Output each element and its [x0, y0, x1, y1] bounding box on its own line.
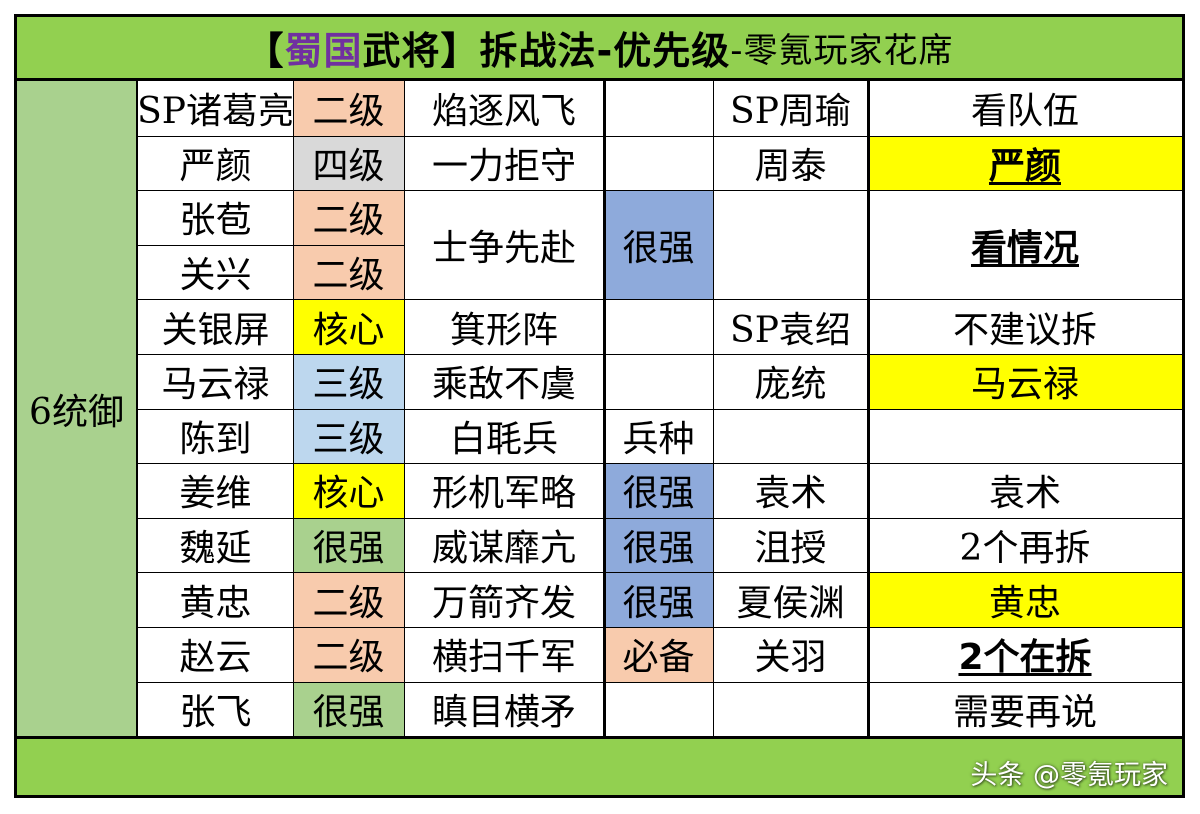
advice-cell: 不建议拆: [952, 309, 1097, 351]
eval-cell: 很强: [604, 463, 713, 518]
tactic-cell: 万箭齐发: [431, 582, 576, 624]
general-cell: 关兴: [179, 255, 252, 297]
tier-table: 【 蜀国 武将 】 拆战法-优先级 -零氪玩家花席 6统御 SP诸葛亮 二级 焰逐风…: [14, 14, 1185, 798]
rank-cell: 二级: [293, 190, 404, 245]
grid-vline: [1182, 81, 1183, 737]
general-cell: 马云禄: [161, 364, 270, 406]
rank-cell: 三级: [293, 408, 404, 464]
grid-hline: [138, 354, 1182, 355]
tactic-cell: 威谋靡亢: [431, 528, 576, 570]
grid-hline: [138, 681, 1182, 683]
title-bracket-open: 【: [245, 29, 285, 73]
rank-cell: 二级: [293, 81, 404, 136]
advice-cell: 2个在拆: [958, 637, 1092, 679]
advice-cell: 看情况: [970, 227, 1079, 269]
general-cell: 赵云: [179, 637, 252, 679]
tactic-cell: 白毦兵: [449, 418, 558, 460]
tactic-cell: 一力拒守: [431, 145, 576, 187]
advice-cell: 需要再说: [952, 691, 1097, 733]
grid-hline: [138, 517, 1182, 519]
tactic-cell: 焰逐风飞: [431, 91, 576, 133]
advice-cell: 2个再拆: [959, 528, 1091, 570]
watermark: 头条 @零氪玩家: [970, 760, 1168, 791]
eval-cell: 很强: [604, 517, 713, 573]
target-cell: 沮授: [754, 528, 827, 570]
tactic-cell: 士争先赴: [431, 227, 576, 269]
rank-cell: 二级: [293, 572, 404, 627]
advice-cell: [868, 409, 1182, 464]
tactic-cell: 箕形阵: [449, 309, 558, 351]
target-cell: 周泰: [754, 145, 827, 187]
title-shu: 蜀国: [284, 29, 363, 73]
general-cell: 黄忠: [179, 582, 252, 624]
target-cell: 关羽: [754, 637, 827, 679]
general-cell: SP诸葛亮: [138, 91, 293, 133]
target-cell: SP袁绍: [730, 309, 851, 351]
eval-cell: [604, 136, 713, 191]
general-cell: 严颜: [179, 145, 252, 187]
grid-hline: [138, 627, 1182, 628]
eval-cell: 必备: [604, 627, 713, 682]
target-cell: 夏侯渊: [736, 582, 845, 624]
grid-hline: [138, 135, 1182, 137]
rank-cell: 三级: [293, 354, 404, 409]
target-cell: [713, 190, 868, 299]
advice-cell: 马云禄: [868, 354, 1182, 409]
title-wujiang: 武将: [362, 29, 441, 73]
eval-cell: [604, 81, 713, 136]
tactic-cell: 乘敌不虞: [431, 364, 576, 406]
table-footer: 头条 @零氪玩家: [17, 736, 1182, 795]
grid-hline: [138, 244, 404, 246]
general-cell: 魏延: [179, 528, 252, 570]
target-cell: [713, 409, 868, 464]
eval-cell: [604, 354, 713, 409]
target-cell: [713, 682, 868, 737]
rank-cell: 二级: [293, 244, 404, 300]
advice-cell: 袁术: [988, 473, 1061, 515]
grid-hline: [138, 463, 1182, 465]
grid-hline: [138, 190, 1182, 192]
side-label: 6统御: [17, 81, 138, 736]
grid-hline: [138, 572, 1182, 574]
target-cell: SP周瑜: [730, 91, 851, 133]
general-cell: 张飞: [179, 691, 252, 733]
rank-cell: 很强: [293, 517, 404, 573]
grid-hline: [138, 299, 1182, 301]
advice-cell: 黄忠: [868, 572, 1182, 627]
eval-cell: 很强: [604, 190, 713, 300]
eval-cell: [604, 682, 713, 737]
general-cell: 张苞: [179, 200, 252, 242]
table-title: 【 蜀国 武将 】 拆战法-优先级 -零氪玩家花席: [17, 17, 1182, 81]
advice-cell: 严颜: [868, 135, 1182, 191]
general-cell: 关银屏: [161, 309, 270, 351]
eval-cell: 很强: [604, 572, 713, 627]
title-author: -零氪玩家花席: [730, 31, 954, 71]
tactic-cell: 瞋目横矛: [431, 691, 576, 733]
rank-cell: 很强: [293, 681, 404, 737]
rank-cell: 二级: [293, 627, 404, 682]
rank-cell: 核心: [293, 463, 404, 518]
eval-cell: [604, 299, 713, 354]
general-cell: 姜维: [179, 473, 252, 515]
eval-cell: 兵种: [622, 418, 695, 460]
tactic-cell: 横扫千军: [431, 637, 576, 679]
grid-hline: [138, 408, 1182, 410]
rank-cell: 核心: [293, 299, 404, 354]
target-cell: 庞统: [754, 364, 827, 406]
title-main: 拆战法-优先级: [479, 29, 731, 73]
title-bracket-close: 】: [440, 29, 480, 73]
target-cell: 袁术: [754, 473, 827, 515]
rank-cell: 四级: [293, 135, 404, 191]
advice-cell: 看队伍: [970, 91, 1079, 133]
general-cell: 陈到: [179, 418, 252, 460]
tactic-cell: 形机军略: [431, 473, 576, 515]
